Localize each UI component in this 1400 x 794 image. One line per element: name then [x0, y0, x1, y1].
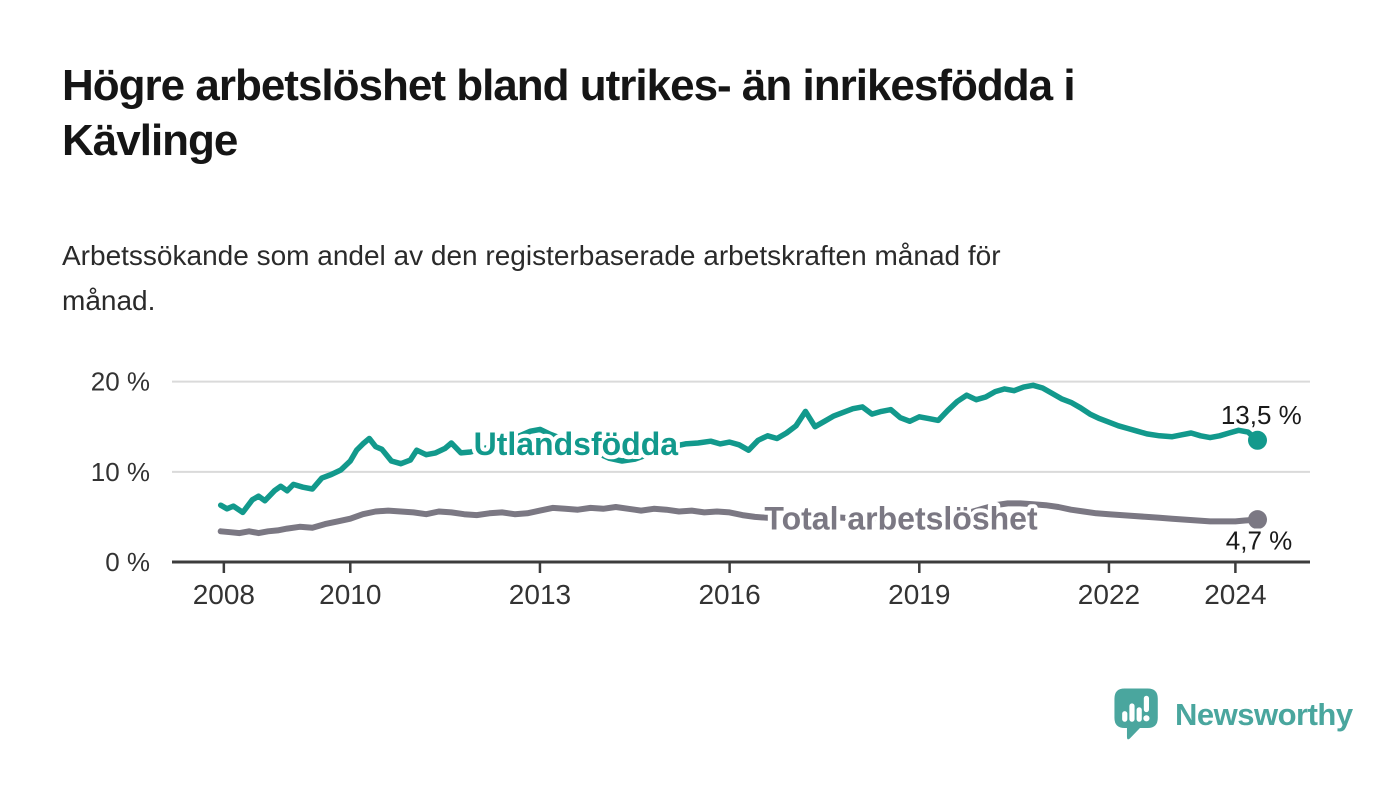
- newsworthy-logo: Newsworthy: [1113, 686, 1353, 742]
- end-value-utlandsfodda: 13,5 %: [1221, 400, 1302, 430]
- page-title-line-1: Högre arbetslöshet bland utrikes- än inr…: [62, 61, 1076, 110]
- series-label-total: Total arbetslöshet: [764, 501, 1038, 537]
- logo-bar-1: [1122, 711, 1128, 722]
- x-axis-label: 2024: [1204, 579, 1266, 610]
- newsworthy-wordmark: Newsworthy: [1175, 697, 1353, 732]
- x-axis-label: 2019: [888, 579, 950, 610]
- series-end-dot-total: [1248, 510, 1267, 530]
- newsworthy-logo-icon: [1114, 688, 1158, 740]
- series-line-total: [217, 500, 1261, 537]
- page-subtitle-line-2: månad.: [62, 284, 156, 316]
- x-axis-label: 2016: [698, 579, 760, 610]
- logo-bar-2: [1129, 703, 1135, 722]
- x-axis-label: 2010: [319, 579, 381, 610]
- series-line-utlandsfodda: [217, 382, 1261, 516]
- x-axis-label: 2013: [509, 579, 571, 610]
- series-end-dot-utlandsfodda: [1248, 430, 1267, 450]
- page-title: Högre arbetslöshet bland utrikes- än inr…: [62, 58, 1352, 169]
- y-axis-label: 0 %: [105, 547, 150, 577]
- logo-bar-3: [1136, 707, 1142, 722]
- x-axis-label: 2008: [193, 579, 255, 610]
- logo-exclamation-dot: [1143, 715, 1150, 722]
- y-axis-label: 20 %: [91, 367, 150, 397]
- x-axis-label: 2022: [1078, 579, 1140, 610]
- logo-bubble-shape: [1114, 688, 1158, 740]
- page-subtitle: Arbetssökande som andel av den registerb…: [62, 234, 1302, 324]
- page-title-line-2: Kävlinge: [62, 116, 238, 166]
- y-axis-label: 10 %: [91, 457, 150, 487]
- logo-exclamation-bar: [1143, 695, 1150, 713]
- page-subtitle-line-1: Arbetssökande som andel av den registerb…: [62, 240, 1001, 271]
- series-label-utlandsfodda: Utlandsfödda: [474, 426, 679, 462]
- end-value-total: 4,7 %: [1226, 526, 1293, 556]
